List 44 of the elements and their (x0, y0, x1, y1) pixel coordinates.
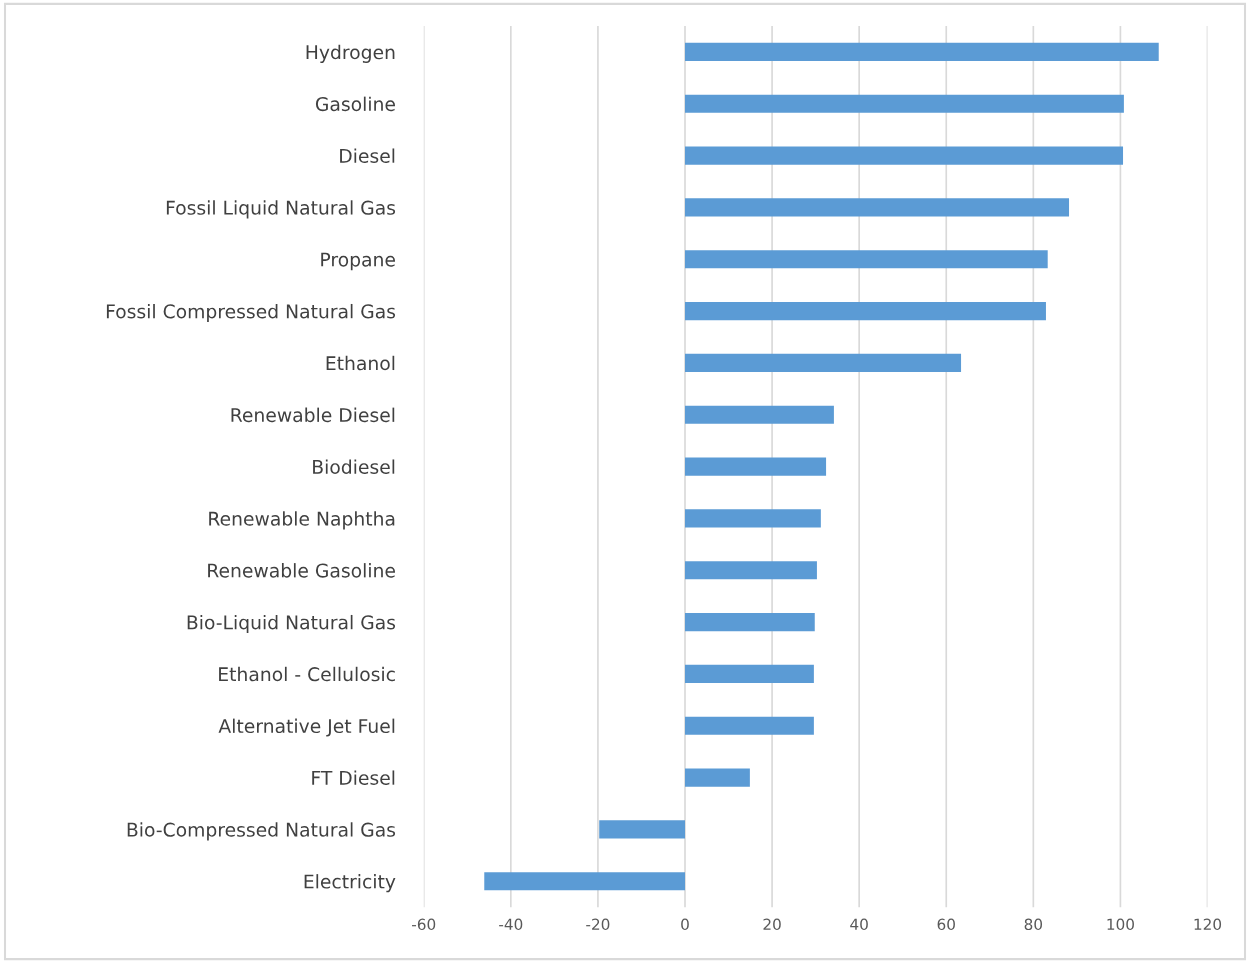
y-tick-label: Ethanol - Cellulosic (219, 666, 395, 682)
bar (685, 198, 1070, 217)
bar (685, 664, 814, 683)
y-tick-label: Renewable Naphtha (209, 511, 395, 530)
y-tick-label: Diesel (340, 148, 395, 163)
y-tick-label: Renewable Gasoline (208, 563, 395, 578)
bar (685, 716, 814, 735)
x-tick-label: 0 (681, 918, 689, 931)
y-tick-label: Ethanol (326, 355, 395, 371)
y-tick-label: Fossil Liquid Natural Gas (166, 200, 396, 219)
x-tick-label: 60 (937, 918, 955, 931)
y-tick-label: Alternative Jet Fuel (218, 718, 395, 737)
y-tick-label: FT Diesel (312, 770, 395, 785)
bar (685, 146, 1124, 165)
x-tick-label: -40 (499, 918, 523, 931)
bar (685, 250, 1048, 269)
x-tick-label: -60 (412, 918, 436, 931)
y-tick-label: Bio-Liquid Natural Gas (187, 614, 396, 634)
x-tick-label: 40 (850, 918, 868, 931)
bar (685, 353, 962, 372)
bar (685, 561, 817, 580)
x-tick-label: 100 (1107, 918, 1134, 931)
y-tick-label: Propane (321, 252, 395, 271)
x-tick-label: 20 (763, 918, 781, 931)
bar (599, 820, 685, 839)
bar (685, 42, 1159, 61)
bar (685, 768, 750, 787)
bar (685, 509, 821, 528)
y-tick-label: Gasoline (315, 96, 395, 112)
y-tick-label: Biodiesel (313, 459, 395, 474)
y-tick-label: Bio-Compressed Natural Gas (127, 822, 396, 841)
bar (685, 457, 827, 476)
bar (685, 94, 1124, 113)
bar (685, 302, 1046, 321)
x-tick-label: 120 (1194, 918, 1222, 931)
bar (685, 405, 834, 424)
y-tick-label: Fossil Compressed Natural Gas (106, 303, 396, 323)
x-tick-label: -20 (586, 918, 610, 931)
y-tick-label: Hydrogen (306, 44, 395, 63)
bar (685, 613, 815, 632)
x-tick-label: 80 (1024, 918, 1043, 931)
y-tick-label: Electricity (304, 874, 396, 893)
bar (484, 872, 685, 891)
y-tick-label: Renewable Diesel (231, 407, 395, 423)
